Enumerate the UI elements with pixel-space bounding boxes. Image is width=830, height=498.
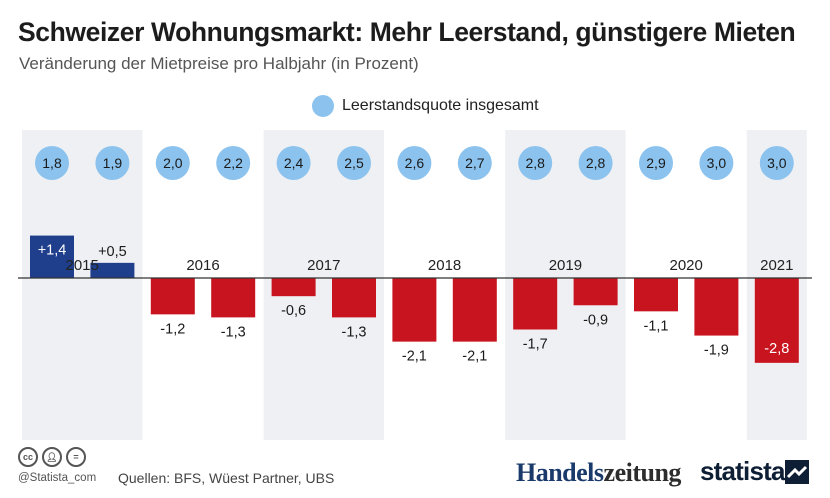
- year-label: 2015: [66, 257, 99, 274]
- bar-value-label: +0,5: [98, 244, 127, 260]
- vacancy-label: 2,9: [646, 155, 666, 171]
- bar: [30, 235, 74, 278]
- vacancy-bubble: [699, 146, 734, 180]
- vacancy-label: 2,8: [586, 155, 606, 171]
- vacancy-label: 2,0: [163, 155, 183, 171]
- bar-value-label: -1,3: [221, 324, 246, 340]
- vacancy-bubble: [578, 146, 613, 180]
- statista-logo: statista: [700, 456, 785, 486]
- vacancy-bubble-layer: 1,8 1,9 2,0 2,2 2,4 2,5 2,6 2,7 2,8 2,8 2,9 3,0 3,0: [35, 146, 794, 180]
- chart-title: Schweizer Wohnungsmarkt: Mehr Leerstand,…: [18, 17, 796, 47]
- bar-layer: [30, 235, 799, 363]
- legend-swatch: [312, 95, 334, 117]
- vacancy-label: 2,5: [344, 155, 364, 171]
- vacancy-label: 1,8: [42, 155, 62, 171]
- statista-logo-icon: [785, 460, 809, 484]
- bar-chart: 1,8 1,9 2,0 2,2 2,4 2,5 2,6 2,7 2,8 2,8 2,9 3,0 3,0 …: [18, 130, 812, 440]
- vacancy-bubble: [759, 146, 794, 180]
- bar-value-label: -1,7: [523, 337, 548, 353]
- vacancy-bubble: [155, 146, 190, 180]
- legend-label: Leerstandsquote insgesamt: [342, 97, 539, 114]
- vacancy-label: 2,7: [465, 155, 485, 171]
- vacancy-label: 2,4: [284, 155, 304, 171]
- bar-value-label: -2,1: [402, 349, 427, 365]
- vacancy-label: 1,9: [103, 155, 123, 171]
- vacancy-label: 2,6: [405, 155, 425, 171]
- cc-icon: cc: [18, 447, 38, 467]
- bar-value-label: -2,8: [764, 341, 789, 357]
- vacancy-bubble: [216, 146, 251, 180]
- chart-subtitle: Veränderung der Mietpreise pro Halbjahr …: [19, 54, 419, 73]
- bar: [211, 278, 256, 318]
- vacancy-label: 2,8: [525, 155, 545, 171]
- bar-value-label: -1,9: [704, 343, 729, 359]
- bar-value-label: -1,2: [160, 321, 185, 337]
- vacancy-bubble: [639, 146, 673, 180]
- year-shade-2015: [22, 130, 143, 440]
- year-label: 2017: [307, 257, 340, 274]
- year-label: 2019: [549, 257, 582, 274]
- bar: [150, 278, 195, 315]
- handelszeitung-logo-part1: Handels: [516, 458, 604, 487]
- bar-value-label: -1,1: [644, 318, 669, 334]
- bar: [90, 262, 135, 278]
- sources-text: Quellen: BFS, Wüest Partner, UBS: [118, 470, 335, 486]
- vacancy-label: 2,2: [223, 155, 243, 171]
- bar-value-label: +1,4: [38, 243, 67, 259]
- bar: [573, 278, 618, 306]
- vacancy-bubble: [276, 146, 311, 180]
- attribution-icon: 👤︎: [42, 447, 62, 467]
- bar-label-layer: +1,4 +0,5 -1,2 -1,3 -0,6 -1,3 -2,1 -2,1 -1,7 -0,9…: [38, 243, 790, 365]
- vacancy-label: 3,0: [767, 155, 787, 171]
- year-label: 2018: [428, 257, 461, 274]
- handelszeitung-logo-part2: zeitung: [603, 458, 682, 487]
- year-label: 2021: [760, 257, 793, 274]
- bar: [634, 278, 678, 312]
- vacancy-bubble: [457, 146, 492, 180]
- vacancy-bubble: [397, 146, 432, 180]
- bar: [513, 278, 558, 330]
- bar: [754, 278, 799, 363]
- bar: [452, 278, 497, 342]
- bar: [694, 278, 739, 336]
- bar: [392, 278, 437, 342]
- year-label: 2016: [186, 257, 219, 274]
- statista-handle: @Statista_com: [18, 472, 97, 484]
- bar-value-label: -0,6: [281, 303, 306, 319]
- no-derivatives-icon: =: [66, 447, 86, 467]
- bar-value-label: -1,3: [342, 324, 367, 340]
- year-label-layer: 2015 2016 2017 2018 2019 2020 2021: [66, 257, 794, 274]
- license-icons: cc 👤︎ =: [18, 447, 86, 467]
- handelszeitung-logo: Handelszeitung: [516, 458, 681, 488]
- legend: Leerstandsquote insgesamt: [312, 95, 539, 117]
- year-label: 2020: [670, 257, 703, 274]
- vacancy-bubble: [95, 146, 130, 180]
- vacancy-bubble: [337, 146, 371, 180]
- bar: [271, 278, 316, 297]
- bar-value-label: -0,9: [583, 312, 608, 328]
- vacancy-label: 3,0: [707, 155, 727, 171]
- vacancy-bubble: [518, 146, 553, 180]
- bar-value-label: -2,1: [462, 349, 487, 365]
- bar: [332, 278, 376, 318]
- vacancy-bubble: [35, 146, 69, 180]
